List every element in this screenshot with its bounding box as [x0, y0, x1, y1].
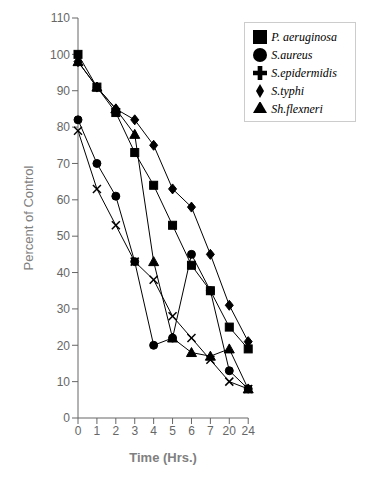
svg-text:Time (Hrs.): Time (Hrs.)	[129, 450, 197, 465]
svg-text:0: 0	[75, 424, 82, 438]
html-text:S.aureus: S.aureus	[271, 48, 313, 62]
svg-text:70: 70	[57, 157, 71, 171]
svg-text:7: 7	[207, 424, 214, 438]
svg-text:40: 40	[57, 266, 71, 280]
svg-text:5: 5	[169, 424, 176, 438]
svg-text:2: 2	[112, 424, 119, 438]
svg-text:3: 3	[131, 424, 138, 438]
html-text:Sh.flexneri: Sh.flexneri	[271, 102, 323, 116]
svg-text:4: 4	[150, 424, 157, 438]
html-text:P. aeruginosa: P. aeruginosa	[271, 30, 337, 44]
svg-text:0: 0	[63, 411, 70, 425]
svg-text:6: 6	[188, 424, 195, 438]
svg-text:20: 20	[57, 339, 71, 353]
svg-text:100: 100	[50, 48, 70, 62]
svg-text:110: 110	[51, 11, 70, 25]
svg-text:90: 90	[57, 84, 71, 98]
html-text:S.epidermidis: S.epidermidis	[271, 66, 337, 80]
svg-text:20: 20	[223, 424, 237, 438]
svg-text:30: 30	[57, 302, 71, 316]
svg-text:50: 50	[57, 229, 71, 243]
svg-text:60: 60	[57, 193, 71, 207]
html-text:S.typhi: S.typhi	[271, 84, 305, 98]
svg-text:10: 10	[57, 375, 71, 389]
svg-text:80: 80	[57, 120, 71, 134]
svg-text:Percent of Control: Percent of Control	[21, 166, 36, 271]
svg-text:24: 24	[242, 424, 256, 438]
svg-text:1: 1	[94, 424, 101, 438]
